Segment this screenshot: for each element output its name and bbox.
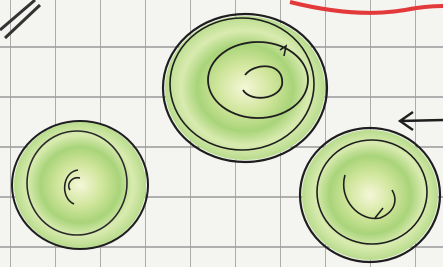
blob-middle: [163, 14, 327, 162]
sketch: [0, 0, 443, 267]
page: [0, 0, 443, 267]
blob-left: [12, 121, 148, 249]
blob-right: [300, 128, 440, 262]
